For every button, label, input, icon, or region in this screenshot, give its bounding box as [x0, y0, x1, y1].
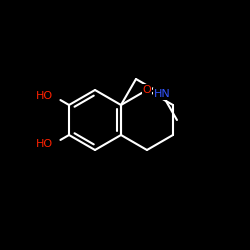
- Text: HO: HO: [36, 91, 54, 101]
- Text: HN: HN: [154, 89, 170, 99]
- Text: O: O: [142, 85, 151, 95]
- Text: HO: HO: [36, 139, 54, 149]
